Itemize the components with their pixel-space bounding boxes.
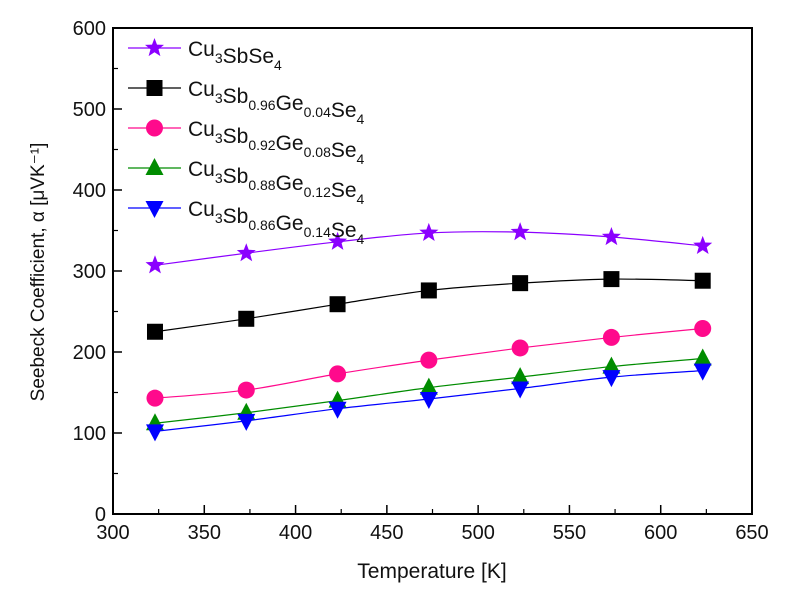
data-point [511, 367, 530, 385]
legend-marker [145, 38, 164, 57]
legend-label: Cu3Sb0.86Ge0.14Se4 [188, 198, 365, 247]
series-square [146, 271, 711, 340]
y-tick-label: 300 [73, 261, 106, 283]
data-point [602, 356, 621, 374]
data-point [694, 272, 711, 289]
x-tick-label: 550 [553, 522, 586, 544]
data-point [512, 275, 529, 292]
x-tick-label: 600 [644, 522, 677, 544]
legend-item: Cu3SbSe4 [128, 38, 282, 73]
y-tick-label: 0 [95, 504, 106, 526]
data-point [328, 231, 348, 250]
y-axis-label: Seebeck Coefficient, α [μVK⁻¹] [28, 143, 49, 402]
data-point [601, 227, 621, 246]
data-point [419, 377, 438, 395]
data-point [693, 363, 712, 381]
legend-marker [145, 201, 164, 218]
data-point [237, 381, 255, 399]
data-point [146, 323, 163, 340]
data-point [603, 271, 620, 288]
series-group [145, 222, 713, 442]
data-point [694, 320, 712, 338]
data-point [511, 339, 529, 357]
legend-marker [146, 80, 163, 96]
data-point [602, 370, 621, 388]
legend-label: Cu3Sb0.96Ge0.04Se4 [188, 78, 365, 127]
data-point [238, 310, 255, 327]
data-point [328, 401, 347, 419]
data-point [510, 222, 530, 241]
y-tick-label: 400 [73, 180, 106, 202]
data-point [693, 235, 713, 254]
x-tick-label: 650 [735, 522, 768, 544]
data-point [602, 328, 620, 346]
data-point [420, 282, 437, 299]
x-tick-label: 400 [279, 522, 312, 544]
y-tick-label: 200 [73, 342, 106, 364]
legend-label: Cu3Sb0.88Ge0.12Se4 [188, 158, 365, 207]
data-point [419, 222, 439, 241]
data-point [419, 391, 438, 409]
data-point [420, 351, 438, 369]
axes: 300 350 400 450 500 550 600 650 0 100 200 300 400 500… [73, 18, 769, 544]
legend-item: Cu3Sb0.86Ge0.14Se4 [128, 198, 365, 247]
legend-marker [145, 158, 164, 175]
data-point [145, 424, 164, 442]
x-tick-label: 350 [188, 522, 221, 544]
legend-item: Cu3Sb0.88Ge0.12Se4 [128, 158, 365, 207]
series-circle [146, 320, 712, 407]
data-point [329, 365, 347, 383]
data-point [237, 413, 256, 431]
legend-label: Cu3Sb0.92Ge0.08Se4 [188, 118, 365, 167]
data-point [146, 389, 164, 407]
y-tick-label: 600 [73, 18, 106, 40]
data-point [693, 348, 712, 366]
data-point [236, 243, 256, 262]
data-point [511, 381, 530, 399]
y-tick-label: 500 [73, 99, 106, 121]
data-point [145, 255, 165, 274]
x-tick-label: 300 [96, 522, 129, 544]
y-tick-label: 100 [73, 423, 106, 445]
legend: Cu3SbSe4 Cu3Sb0.96Ge0.04Se4Cu3Sb0.92Ge0.0… [128, 38, 365, 247]
legend-item: Cu3Sb0.92Ge0.08Se4 [128, 118, 365, 167]
x-axis-label: Temperature [K] [357, 560, 506, 583]
legend-item: Cu3Sb0.96Ge0.04Se4 [128, 78, 365, 127]
x-tick-label: 450 [370, 522, 403, 544]
x-tick-label: 500 [461, 522, 494, 544]
legend-label: Cu3SbSe4 [188, 38, 282, 73]
legend-marker [146, 119, 163, 137]
series-star [145, 222, 713, 274]
data-point [329, 296, 346, 313]
series-triangle-down [145, 363, 712, 442]
